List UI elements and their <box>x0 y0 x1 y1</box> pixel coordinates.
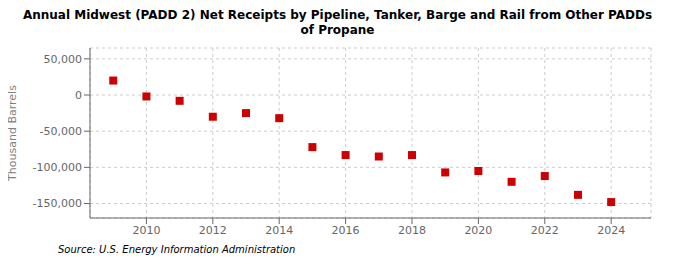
svg-text:2014: 2014 <box>265 224 293 237</box>
svg-text:Thousand Barrels: Thousand Barrels <box>8 85 19 182</box>
html-text:Source: U.S. Energy Informatio: Source: U.S. Energy Information Administ… <box>58 244 296 255</box>
svg-text:2012: 2012 <box>199 224 227 237</box>
svg-text:-100,000: -100,000 <box>33 161 82 174</box>
svg-text:-150,000: -150,000 <box>33 197 82 210</box>
svg-text:2010: 2010 <box>132 224 160 237</box>
svg-text:0: 0 <box>75 89 82 102</box>
svg-text:2016: 2016 <box>332 224 360 237</box>
svg-text:2024: 2024 <box>597 224 625 237</box>
svg-text:50,000: 50,000 <box>44 53 83 66</box>
html-text:Annual Midwest (PADD 2) Net Re: Annual Midwest (PADD 2) Net Receipts by … <box>22 8 653 37</box>
svg-text:2022: 2022 <box>531 224 559 237</box>
svg-text:2018: 2018 <box>398 224 426 237</box>
svg-text:-50,000: -50,000 <box>40 125 82 138</box>
svg-text:2020: 2020 <box>464 224 492 237</box>
